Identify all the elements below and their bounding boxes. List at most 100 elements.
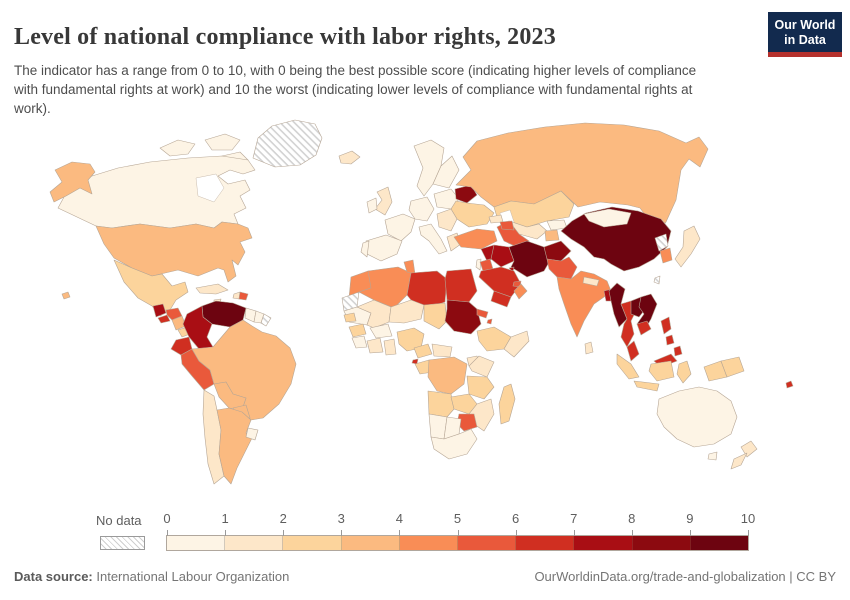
country-taiwan[interactable] (653, 275, 661, 285)
country-sudan[interactable] (444, 299, 482, 335)
country-japan[interactable] (674, 225, 701, 268)
legend-no-data-swatch[interactable] (100, 536, 145, 550)
country-eritrea[interactable] (476, 308, 489, 319)
country-dominican-republic[interactable] (238, 291, 249, 301)
country-portugal[interactable] (360, 240, 370, 258)
country-malaysia[interactable] (626, 340, 640, 362)
country-cambodia[interactable] (636, 320, 652, 336)
country-iraq[interactable] (490, 244, 515, 268)
country-angola[interactable] (427, 390, 455, 418)
country-papua-new-guinea[interactable] (720, 356, 745, 378)
country-north-korea[interactable] (654, 233, 669, 252)
country-argentina[interactable] (216, 407, 253, 485)
country-brazil[interactable] (191, 319, 297, 421)
country-philippines[interactable] (660, 316, 672, 335)
country-senegal[interactable] (343, 312, 357, 323)
legend-tick (225, 530, 227, 536)
country-united-kingdom[interactable] (374, 186, 393, 216)
country-france[interactable] (384, 213, 416, 242)
country-sierra-leone[interactable] (351, 335, 368, 349)
country-south-korea[interactable] (659, 247, 673, 264)
legend-bin[interactable] (516, 536, 575, 550)
legend-bin[interactable] (690, 536, 749, 550)
country-south-africa[interactable] (430, 428, 478, 460)
country-germany[interactable] (408, 196, 435, 222)
country-australia[interactable] (656, 386, 738, 448)
country-niger[interactable] (388, 299, 425, 324)
country-australia-tasmania[interactable] (707, 451, 718, 461)
country-finland[interactable] (432, 155, 460, 189)
country-guatemala[interactable] (152, 303, 167, 318)
country-sri-lanka[interactable] (584, 341, 594, 355)
country-tanzania[interactable] (466, 375, 495, 400)
country-tajikistan[interactable] (544, 229, 560, 242)
country-uruguay[interactable] (245, 427, 259, 441)
country-afghanistan[interactable] (543, 240, 572, 262)
country-indonesia-borneo[interactable] (648, 360, 675, 382)
country-indonesia-java[interactable] (633, 380, 660, 392)
legend-bin[interactable] (458, 536, 517, 550)
country-nepal[interactable] (582, 276, 600, 287)
country-mexico[interactable] (113, 259, 189, 317)
country-azerbaijan[interactable] (499, 220, 515, 231)
country-colombia[interactable] (182, 305, 214, 350)
legend-bin[interactable] (341, 536, 400, 550)
country-cote-divoire[interactable] (366, 337, 384, 354)
owid-logo-line2: in Data (784, 32, 826, 47)
country-israel[interactable] (475, 258, 482, 271)
country-egypt[interactable] (444, 268, 478, 303)
country-somalia[interactable] (503, 330, 530, 358)
country-cameroon[interactable] (413, 343, 433, 359)
country-guinea[interactable] (348, 323, 367, 338)
country-chad[interactable] (423, 302, 448, 330)
country-philippines[interactable] (673, 345, 683, 357)
country-turkey[interactable] (453, 228, 498, 250)
country-united-states-alaska[interactable] (49, 161, 96, 203)
country-french-guiana[interactable] (260, 313, 272, 327)
country-ireland[interactable] (366, 197, 378, 214)
legend-bin[interactable] (399, 536, 459, 550)
country-norway-sweden[interactable] (413, 139, 445, 197)
country-el-salvador[interactable] (157, 314, 171, 324)
chart-subtitle: The indicator has a range from 0 to 10, … (14, 62, 697, 116)
legend-bin[interactable] (225, 536, 284, 550)
country-china[interactable] (560, 206, 672, 272)
country-dr-congo[interactable] (427, 356, 468, 395)
country-greenland[interactable] (252, 119, 323, 168)
country-kenya[interactable] (468, 355, 495, 378)
country-madagascar[interactable] (498, 383, 516, 425)
country-iran[interactable] (508, 240, 552, 278)
legend-scale: 0 1 2 3 4 5 6 7 8 9 10 (163, 511, 755, 551)
country-mali[interactable] (356, 299, 392, 329)
country-mongolia[interactable] (583, 208, 632, 228)
country-new-zealand-south[interactable] (730, 452, 748, 470)
country-philippines[interactable] (665, 334, 675, 346)
country-pakistan[interactable] (546, 256, 578, 280)
country-united-states[interactable] (95, 221, 253, 283)
country-djibouti[interactable] (486, 318, 493, 325)
country-cuba[interactable] (195, 283, 229, 295)
country-ukraine[interactable] (450, 200, 495, 228)
country-spain[interactable] (365, 234, 403, 262)
country-india[interactable] (556, 270, 612, 338)
country-italy[interactable] (418, 223, 448, 255)
country-oman[interactable] (513, 283, 528, 300)
country-car[interactable] (431, 343, 453, 358)
country-bolivia[interactable] (213, 381, 247, 411)
country-fiji[interactable] (785, 380, 794, 389)
country-yemen[interactable] (490, 290, 512, 308)
country-canada[interactable] (159, 139, 196, 157)
country-indonesia-sulawesi[interactable] (676, 360, 692, 384)
legend-bin[interactable] (632, 536, 691, 550)
country-burkina-faso[interactable] (369, 323, 393, 339)
legend-bin[interactable] (283, 536, 342, 550)
country-ghana[interactable] (383, 338, 397, 356)
country-canada[interactable] (204, 133, 241, 151)
country-united-states-hawaii[interactable] (61, 291, 71, 300)
legend-bin[interactable] (167, 536, 226, 550)
country-indonesia-sumatra[interactable] (616, 353, 640, 380)
country-iceland[interactable] (338, 150, 361, 165)
attribution-link[interactable]: OurWorldinData.org/trade-and-globalizati… (534, 569, 836, 584)
country-romania[interactable] (436, 208, 458, 232)
legend-bin[interactable] (574, 536, 633, 550)
